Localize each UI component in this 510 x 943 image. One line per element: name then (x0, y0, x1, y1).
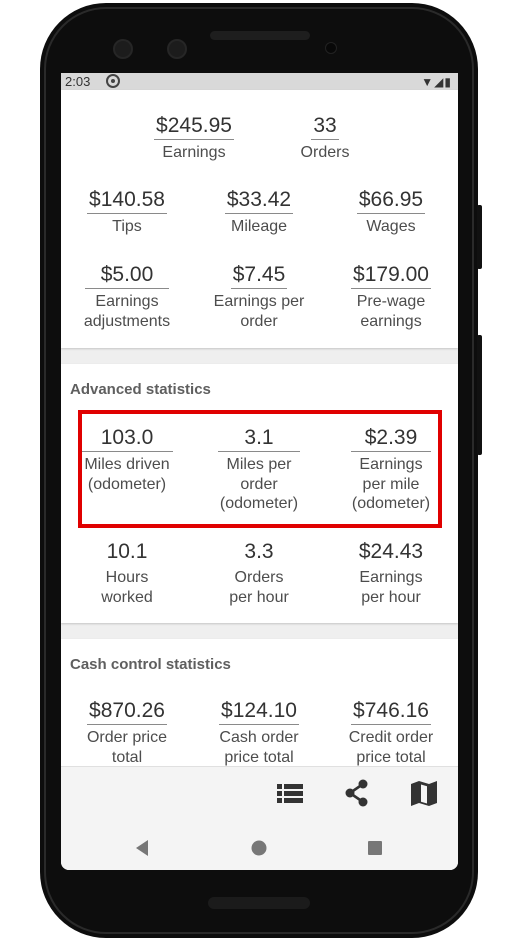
highlight-box (78, 410, 442, 528)
stat-value: $179.00 (351, 263, 431, 289)
share-icon (345, 779, 368, 807)
bottom-action-bar (61, 766, 458, 821)
section-title: Cash control statistics (70, 656, 231, 673)
stat-label: Miles per order (odometer) (219, 456, 299, 512)
stat-wages: $66.95 Wages (331, 188, 451, 237)
stat-value: 33 (311, 114, 339, 140)
sync-icon (106, 74, 120, 88)
stat-value: $245.95 (154, 114, 234, 140)
stat-miles-driven: 103.0 Miles driven (odometer) (67, 426, 187, 494)
stat-label: Orders (300, 144, 350, 161)
list-button[interactable] (273, 775, 309, 811)
stat-value: $5.00 (84, 263, 170, 289)
stat-value: $870.26 (87, 699, 167, 725)
stat-value: $140.58 (87, 188, 167, 214)
stat-cash-order-price-total: $124.10 Cash order price total (199, 699, 319, 767)
power-button (477, 205, 482, 269)
stat-label: Earnings (162, 144, 226, 161)
stat-label: Miles driven (odometer) (84, 456, 170, 493)
front-sensor (167, 39, 187, 59)
system-navigation-bar (61, 821, 458, 870)
back-icon (136, 840, 148, 856)
stat-label: Pre-wage earnings (356, 293, 426, 330)
status-time: 2:03 (65, 74, 91, 89)
stat-value: $66.95 (356, 188, 426, 214)
cash-control-card: Cash control statistics $870.26 Order pr… (61, 639, 458, 779)
stat-value: 103.0 (80, 426, 174, 452)
home-button[interactable] (248, 837, 270, 859)
list-icon (277, 784, 303, 803)
recents-icon (368, 841, 382, 855)
stat-value: $7.45 (230, 263, 288, 289)
advanced-statistics-card: Advanced statistics (61, 364, 458, 623)
stat-tips: $140.58 Tips (67, 188, 187, 237)
back-button[interactable] (131, 837, 153, 859)
stat-value: $124.10 (219, 699, 299, 725)
stat-label: Cash order price total (219, 729, 299, 766)
stat-label: Earnings per hour (359, 569, 423, 606)
stat-mileage: $33.42 Mileage (199, 188, 319, 237)
stat-earnings-per-mile: $2.39 Earnings per mile (odometer) (331, 426, 451, 514)
stat-value: 3.3 (244, 540, 274, 563)
phone-edge (44, 7, 474, 934)
volume-button (477, 335, 482, 455)
stat-value: 10.1 (106, 540, 148, 563)
stat-orders: 33 Orders (285, 114, 365, 163)
stat-label: Hours worked (101, 569, 153, 606)
stat-value: $2.39 (350, 426, 432, 452)
stat-earnings-per-order: $7.45 Earnings per order (199, 263, 319, 331)
earpiece-speaker (210, 31, 310, 40)
stat-orders-per-hour: 3.3 Orders per hour (199, 540, 319, 607)
stat-value: 3.1 (218, 426, 300, 452)
app-screen: 2:03 ▼◢▮ $245.95 Earnings 33 Orders $140… (61, 73, 458, 870)
stat-pre-wage-earnings: $179.00 Pre-wage earnings (331, 263, 451, 331)
stat-label: Mileage (230, 218, 288, 235)
recents-button[interactable] (364, 837, 386, 859)
stat-miles-per-order: 3.1 Miles per order (odometer) (199, 426, 319, 514)
stat-order-price-total: $870.26 Order price total (67, 699, 187, 767)
stat-earnings-adjustments: $5.00 Earnings adjustments (67, 263, 187, 331)
stat-label: Credit order price total (348, 729, 434, 766)
stat-earnings-per-hour: $24.43 Earnings per hour (331, 540, 451, 607)
stat-label: Order price total (86, 729, 168, 766)
stat-value: $24.43 (358, 540, 424, 563)
home-icon (251, 840, 267, 856)
stat-value: $33.42 (224, 188, 294, 214)
map-icon (411, 781, 437, 806)
stat-label: Earnings per mile (odometer) (351, 456, 431, 512)
stat-earnings: $245.95 Earnings (134, 114, 254, 163)
stat-value: $746.16 (351, 699, 431, 725)
stat-credit-order-price-total: $746.16 Credit order price total (331, 699, 451, 767)
stat-label: Earnings adjustments (83, 293, 171, 330)
stat-label: Wages (366, 218, 416, 235)
status-bar: 2:03 ▼◢▮ (61, 73, 458, 90)
bottom-speaker (208, 897, 310, 909)
stat-label: Tips (112, 218, 142, 235)
stat-label: Earnings per order (213, 293, 305, 330)
stat-hours-worked: 10.1 Hours worked (67, 540, 187, 607)
share-button[interactable] (339, 775, 375, 811)
map-button[interactable] (406, 775, 442, 811)
front-camera (113, 39, 133, 59)
summary-card: $245.95 Earnings 33 Orders $140.58 Tips … (61, 90, 458, 348)
section-title: Advanced statistics (70, 381, 211, 398)
signal-battery-icon: ▼◢▮ (421, 75, 452, 89)
stat-label: Orders per hour (229, 569, 289, 606)
proximity-sensor (325, 42, 337, 54)
